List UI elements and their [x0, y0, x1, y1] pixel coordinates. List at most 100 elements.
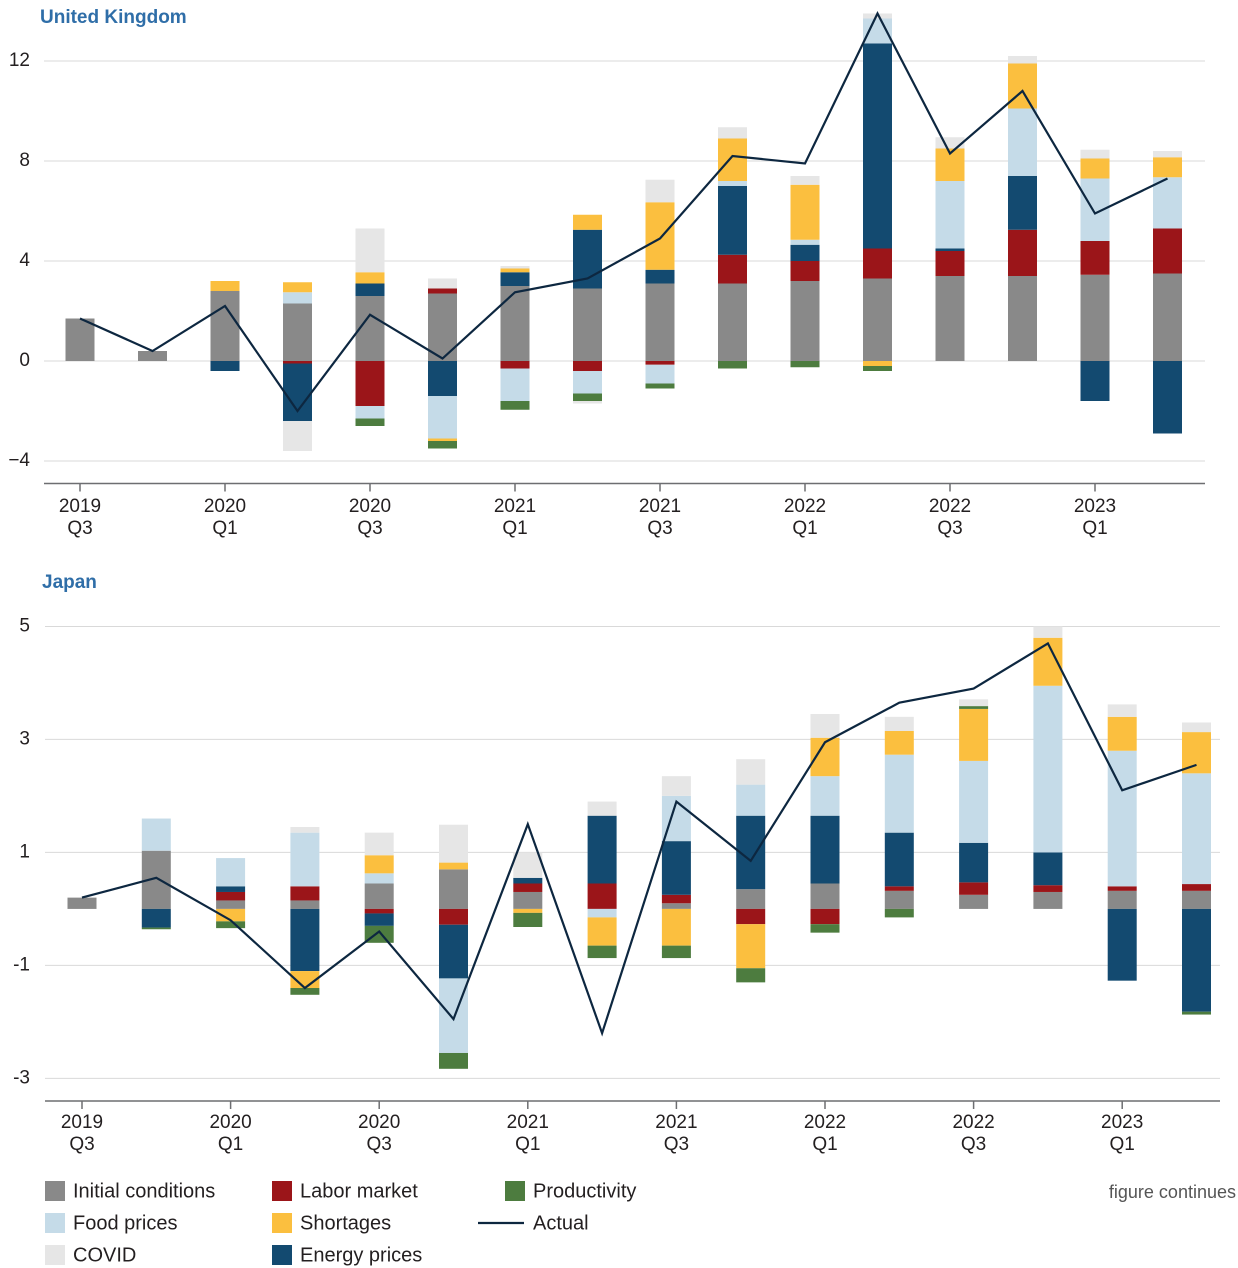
y-tick-label: 8 — [19, 150, 30, 171]
x-tick-label: Q3 — [961, 1134, 986, 1155]
bar-segment — [736, 908, 766, 925]
bar-segment — [428, 438, 457, 441]
y-tick-label: 3 — [19, 728, 30, 749]
bar-series — [210, 43, 1182, 434]
y-tick-label: 12 — [9, 50, 30, 71]
bar-segment — [500, 401, 530, 410]
panel-title: Japan — [42, 572, 97, 593]
bar-segment — [283, 421, 312, 451]
bar-segment — [513, 883, 543, 892]
bar-segment — [1080, 149, 1110, 159]
x-tick-label: 2021 — [494, 496, 536, 517]
bar-segment — [661, 841, 691, 895]
bar-series — [141, 706, 1211, 1069]
bar-segment — [513, 891, 543, 909]
bar-series — [216, 882, 1211, 925]
legend-label: Shortages — [300, 1212, 391, 1234]
bar-segment — [959, 708, 989, 761]
bar-segment — [959, 894, 989, 909]
bar-segment — [513, 877, 543, 884]
bar-segment — [863, 248, 892, 279]
bar-segment — [645, 202, 675, 270]
bar-segment — [718, 181, 747, 186]
bar-segment — [1107, 890, 1137, 909]
bar-segment — [283, 292, 312, 304]
x-tick-label: Q1 — [792, 518, 817, 539]
bar-segment — [736, 784, 766, 816]
x-tick-label: Q1 — [515, 1134, 540, 1155]
x-tick-label: 2021 — [507, 1112, 549, 1133]
bar-segment — [736, 924, 766, 969]
bar-segment — [1033, 852, 1063, 886]
bar-segment — [718, 138, 747, 181]
bar-segment — [587, 815, 617, 884]
bar-segment — [1153, 361, 1182, 434]
bar-segment — [884, 754, 914, 833]
bar-segment — [364, 832, 394, 856]
bar-segment — [364, 908, 394, 914]
y-tick-label: 5 — [19, 615, 30, 636]
bar-segment — [935, 181, 965, 249]
bar-segment — [355, 406, 385, 419]
bar-segment — [1080, 361, 1110, 401]
bar-segment — [428, 293, 457, 361]
bar-segment — [959, 842, 989, 883]
bar-segment — [790, 261, 820, 281]
legend-swatch — [45, 1245, 65, 1265]
bar-segment — [67, 897, 97, 909]
legend-swatch — [45, 1213, 65, 1233]
x-tick-label: 2021 — [639, 496, 681, 517]
legend-swatch — [505, 1181, 525, 1201]
bar-segment — [355, 272, 385, 284]
bar-segment — [210, 361, 240, 371]
bar-segment — [216, 891, 246, 901]
bar-series — [67, 850, 1211, 909]
bar-segment — [718, 254, 747, 284]
bar-segment — [1182, 1011, 1211, 1015]
x-tick-label: 2023 — [1074, 496, 1116, 517]
legend-label: Actual — [533, 1212, 589, 1234]
bar-segment — [935, 276, 965, 361]
bar-segment — [141, 818, 171, 851]
bar-segment — [355, 283, 385, 296]
bar-segment — [1153, 177, 1182, 229]
x-tick-label: Q1 — [1110, 1134, 1135, 1155]
x-tick-label: 2021 — [655, 1112, 697, 1133]
bar-segment — [439, 908, 468, 925]
bar-series — [141, 815, 1211, 1012]
legend-label: Initial conditions — [73, 1180, 215, 1202]
bar-segment — [1107, 716, 1137, 751]
bar-segment — [210, 281, 240, 291]
bar-segment — [513, 912, 543, 927]
bar-segment — [216, 921, 246, 929]
bar-segment — [364, 855, 394, 874]
bar-segment — [1107, 704, 1137, 717]
bar-segment — [790, 244, 820, 261]
legend-label: Food prices — [73, 1212, 178, 1234]
bar-segment — [1033, 885, 1063, 892]
bar-segment — [513, 908, 543, 913]
bar-segment — [959, 882, 989, 895]
bar-segment — [790, 281, 820, 361]
bar-segment — [65, 318, 95, 361]
note: figure continues — [1109, 1182, 1236, 1202]
bar-segment — [810, 883, 840, 909]
bar-segment — [500, 268, 530, 273]
bar-segment — [573, 371, 602, 394]
actual-line — [81, 641, 1197, 1037]
bar-segment — [863, 278, 892, 361]
bar-segment — [138, 351, 167, 361]
bar-segment — [863, 361, 892, 366]
x-tick-label: Q3 — [67, 518, 92, 539]
y-tick-label: -1 — [13, 954, 30, 975]
bar-segment — [935, 251, 965, 276]
bar-segment — [216, 858, 246, 887]
bar-segment — [1182, 908, 1211, 1012]
bar-segment — [283, 361, 312, 364]
bar-segment — [364, 913, 394, 926]
bar-segment — [661, 903, 691, 909]
bar-segment — [439, 862, 468, 870]
bar-segment — [736, 759, 766, 785]
bar-segment — [790, 184, 820, 240]
